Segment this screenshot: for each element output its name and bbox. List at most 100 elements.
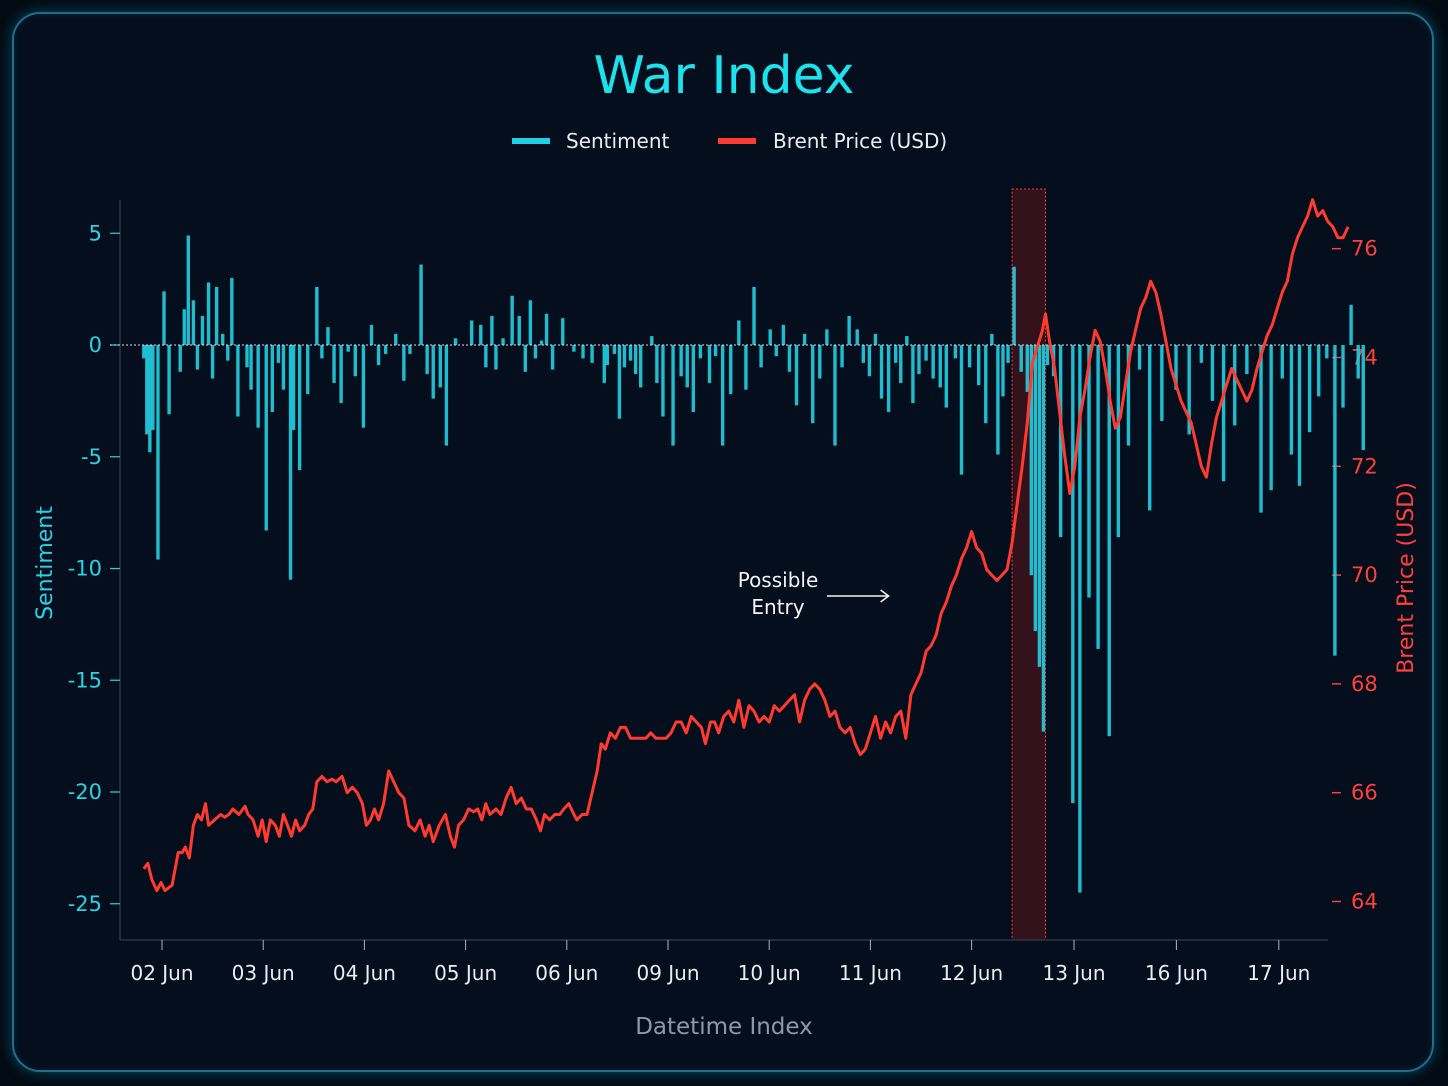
- sentiment-bar: [438, 345, 442, 388]
- sentiment-bar: [1058, 345, 1063, 538]
- sentiment-bar: [1307, 345, 1312, 433]
- y-left-tick-label: -25: [68, 892, 102, 916]
- sentiment-bar: [655, 345, 659, 383]
- sentiment-bar: [638, 345, 643, 388]
- sentiment-bar: [768, 329, 772, 345]
- sentiment-bar: [162, 291, 166, 345]
- sentiment-bar: [444, 345, 449, 446]
- sentiment-bar: [408, 345, 412, 354]
- sentiment-bar: [679, 345, 683, 377]
- sentiment-bar: [976, 345, 981, 386]
- y-right-tick-label: 66: [1351, 781, 1378, 805]
- brent-price-line: [142, 198, 1350, 893]
- sentiment-bar: [931, 345, 935, 379]
- sentiment-bar: [1037, 345, 1042, 667]
- sentiment-bar: [256, 345, 260, 428]
- sentiment-bar: [867, 345, 872, 377]
- x-tick-label: 13 Jun: [1042, 961, 1105, 985]
- sentiment-bar: [1325, 345, 1329, 359]
- sentiment-bar: [713, 345, 718, 357]
- sentiment-bar: [1174, 345, 1178, 390]
- y-right-tick-label: 76: [1351, 237, 1378, 261]
- y-right-tick-label: 70: [1351, 563, 1378, 587]
- sentiment-bar: [490, 315, 494, 345]
- sentiment-bar: [894, 345, 898, 363]
- sentiment-bar: [873, 333, 878, 345]
- sentiment-bar: [1199, 345, 1204, 363]
- x-tick-label: 17 Jun: [1247, 961, 1310, 985]
- sentiment-bar: [671, 345, 675, 446]
- sentiment-bar: [1045, 345, 1050, 366]
- sentiment-bar: [249, 345, 253, 390]
- sentiment-bar: [561, 318, 565, 345]
- sentiment-bar: [1078, 345, 1082, 893]
- sentiment-bar: [1233, 345, 1237, 426]
- sentiment-bar: [1019, 345, 1023, 372]
- sentiment-bar: [167, 345, 171, 415]
- sentiment-bar: [661, 345, 665, 417]
- sentiment-bar: [210, 345, 215, 379]
- sentiment-bar: [361, 345, 366, 428]
- sentiment-bar: [1341, 345, 1345, 408]
- sentiment-bar: [270, 345, 275, 413]
- sentiment-bar: [195, 345, 200, 370]
- sentiment-bar: [847, 315, 851, 345]
- sentiment-bar: [539, 340, 544, 345]
- sentiment-bar: [226, 345, 230, 361]
- sentiment-bar: [288, 345, 293, 580]
- sentiment-bar: [326, 327, 330, 345]
- sentiment-bar: [855, 329, 859, 345]
- sentiment-bar: [369, 324, 374, 345]
- y-left-tick-label: -10: [68, 557, 102, 581]
- sentiment-bar: [484, 345, 488, 368]
- sentiment-bars: [142, 235, 1365, 893]
- sentiment-bar: [236, 345, 240, 417]
- sentiment-bar: [1210, 345, 1215, 401]
- sentiment-bar: [291, 345, 296, 430]
- sentiment-bar: [1317, 345, 1321, 397]
- sentiment-bar: [825, 329, 829, 345]
- y-left-tick-label: -5: [81, 445, 102, 469]
- sentiment-bar: [1289, 345, 1294, 455]
- sentiment-bar: [984, 345, 988, 424]
- sentiment-bar: [959, 345, 964, 475]
- sentiment-bar: [206, 282, 211, 345]
- sentiment-bar: [550, 345, 555, 370]
- sentiment-bar: [1006, 345, 1010, 363]
- sentiment-bar: [781, 324, 786, 345]
- sentiment-bar: [840, 345, 844, 368]
- sentiment-bar: [306, 345, 310, 395]
- sentiment-bar: [453, 338, 458, 345]
- sentiment-bar: [297, 345, 302, 471]
- x-tick-label: 16 Jun: [1145, 961, 1208, 985]
- sentiment-bar: [479, 324, 483, 345]
- sentiment-bar: [1087, 345, 1091, 598]
- sentiment-bar: [774, 345, 778, 357]
- y-right-tick-label: 72: [1351, 454, 1378, 478]
- sentiment-bar: [1221, 345, 1226, 482]
- sentiment-bar: [996, 345, 1000, 455]
- sentiment-bar: [811, 345, 815, 424]
- x-tick-label: 10 Jun: [738, 961, 801, 985]
- sentiment-bar: [523, 345, 528, 372]
- y-axis-right-label: Brent Price (USD): [1394, 482, 1419, 674]
- sentiment-bar: [402, 345, 406, 381]
- sentiment-bar: [861, 345, 866, 363]
- sentiment-bar: [581, 345, 585, 359]
- sentiment-bar: [533, 345, 538, 359]
- sentiment-bar: [1297, 345, 1302, 486]
- sentiment-bar: [905, 336, 909, 345]
- sentiment-bar: [142, 345, 146, 359]
- sentiment-bar: [1148, 345, 1152, 511]
- y-left-tick-label: -15: [68, 668, 102, 692]
- sentiment-bar: [332, 345, 336, 383]
- sentiment-bar: [178, 345, 182, 372]
- legend: Sentiment Brent Price (USD): [512, 129, 947, 153]
- sentiment-bar: [230, 277, 234, 345]
- sentiment-bar: [1356, 345, 1360, 379]
- sentiment-bar: [911, 345, 915, 404]
- sentiment-bar: [191, 300, 196, 345]
- x-tick-label: 03 Jun: [232, 961, 295, 985]
- sentiment-bar: [315, 286, 319, 345]
- sentiment-bar: [729, 345, 733, 395]
